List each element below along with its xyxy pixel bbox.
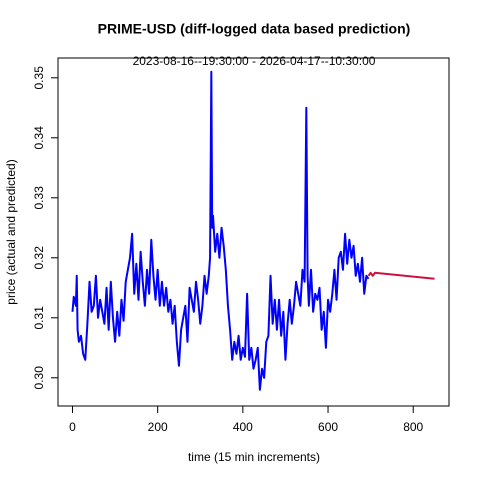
y-tick-label: 0.31 — [32, 306, 46, 330]
x-tick-label: 0 — [69, 420, 76, 434]
chart-subtitle: 2023-08-16--19:30:00 - 2026-04-17--10:30… — [133, 54, 376, 68]
y-tick-label: 0.32 — [32, 246, 46, 270]
x-axis-label: time (15 min increments) — [188, 450, 320, 464]
y-tick-label: 0.33 — [32, 186, 46, 210]
series-line — [71, 70, 370, 391]
y-tick-label: 0.30 — [32, 366, 46, 390]
y-tick-label: 0.35 — [32, 66, 46, 90]
x-tick-label: 200 — [148, 420, 168, 434]
chart-title: PRIME-USD (diff-logged data based predic… — [98, 21, 411, 37]
x-tick-label: 600 — [318, 420, 338, 434]
x-tick-label: 800 — [403, 420, 423, 434]
series-line — [367, 271, 435, 280]
y-axis-label: price (actual and predicted) — [4, 159, 18, 304]
plot-frame — [57, 57, 450, 407]
x-tick-label: 400 — [233, 420, 253, 434]
y-tick-label: 0.34 — [32, 126, 46, 150]
